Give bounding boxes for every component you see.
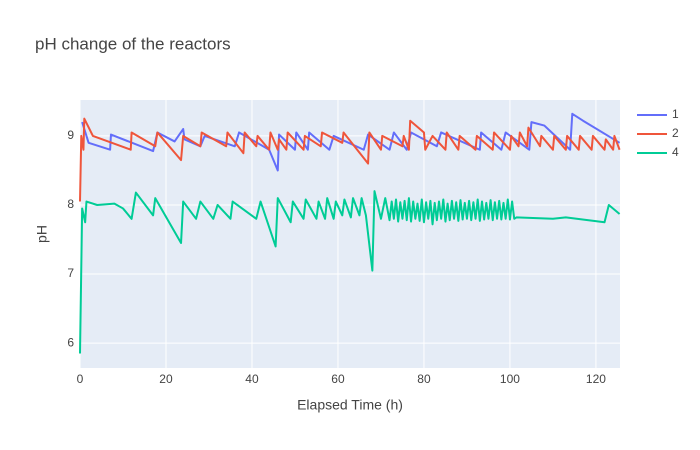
chart-title: pH change of the reactors — [35, 34, 231, 53]
legend-label: 1 — [672, 107, 679, 121]
y-tick-label: 8 — [67, 197, 74, 211]
series-line — [79, 117, 621, 202]
x-tick-label: 60 — [331, 372, 345, 386]
x-tick-label: 0 — [77, 372, 84, 386]
x-tick-label: 40 — [245, 372, 259, 386]
x-tick-label: 20 — [159, 372, 173, 386]
legend-label: 2 — [672, 126, 679, 140]
legend-label: 4 — [672, 145, 679, 159]
x-axis-title: Elapsed Time (h) — [297, 397, 403, 413]
x-tick-label: 120 — [586, 372, 606, 386]
x-tick-label: 100 — [500, 372, 520, 386]
x-tick-label: 80 — [417, 372, 431, 386]
y-axis-title: pH — [34, 225, 50, 243]
y-tick-label: 7 — [67, 266, 74, 280]
y-tick-label: 6 — [67, 335, 74, 349]
y-tick-label: 9 — [67, 128, 74, 142]
series-line — [79, 190, 621, 354]
